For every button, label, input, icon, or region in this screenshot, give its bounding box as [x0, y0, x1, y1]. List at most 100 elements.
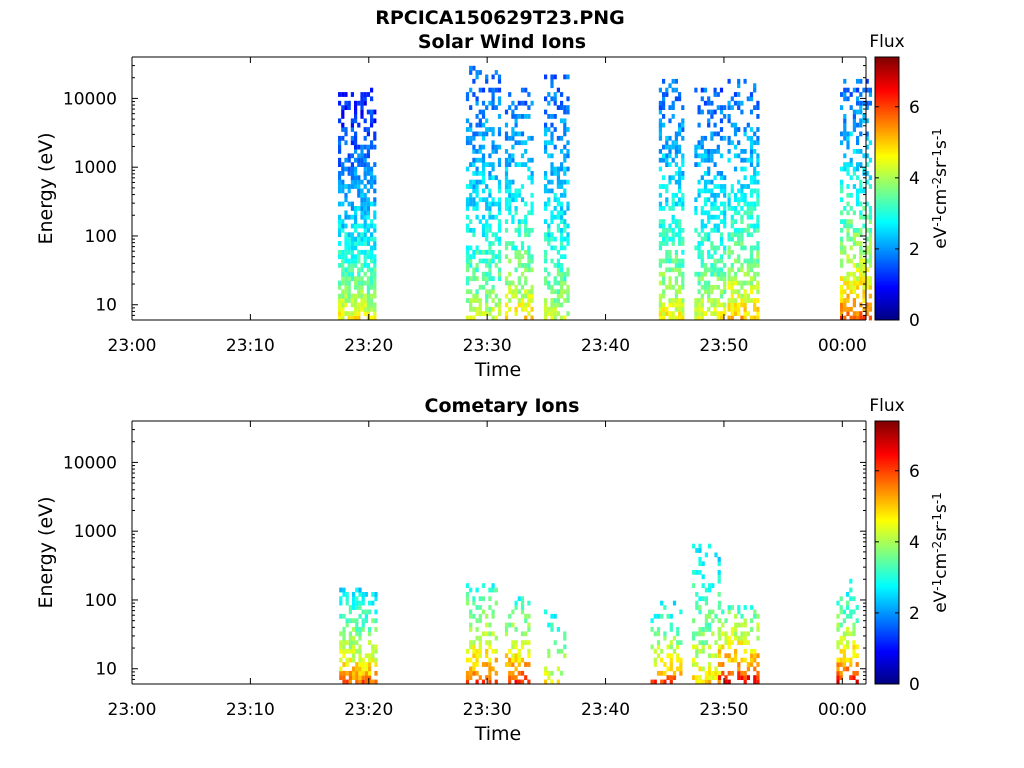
data-cell [700, 249, 704, 255]
data-cell [497, 206, 502, 211]
data-cell [556, 280, 560, 286]
x-tick-label: 23:20 [344, 700, 393, 720]
colorbar-segment [875, 467, 899, 470]
data-cell [544, 127, 548, 132]
data-cell [852, 653, 856, 659]
colorbar-segment [875, 609, 899, 613]
data-cell [355, 622, 359, 628]
data-cell [678, 298, 682, 303]
y-tick-label: 10000 [63, 89, 117, 109]
data-cell [563, 109, 567, 115]
data-cell [338, 263, 342, 268]
data-cell [836, 662, 840, 667]
data-cell [740, 236, 744, 242]
data-cell [840, 197, 844, 203]
data-cell [676, 640, 680, 645]
data-cell [491, 144, 495, 150]
data-cell [361, 592, 365, 597]
data-cell [373, 201, 377, 207]
data-cell [364, 679, 368, 685]
data-cell [665, 249, 669, 255]
data-cell [511, 197, 515, 203]
data-cell [662, 311, 666, 316]
data-cell [363, 223, 367, 229]
data-cell [703, 157, 708, 163]
data-cell [714, 670, 718, 676]
data-cell [488, 670, 492, 676]
colorbar-segment [875, 199, 899, 203]
data-cell [719, 241, 724, 246]
data-cell [472, 640, 476, 645]
colorbar-segment [875, 306, 899, 310]
data-cell [354, 306, 358, 312]
data-cell [363, 162, 367, 167]
data-cell [544, 306, 548, 312]
data-cell [357, 258, 361, 264]
data-cell [708, 587, 712, 593]
data-cell [743, 640, 747, 645]
data-cell [550, 284, 554, 290]
data-cell [341, 271, 345, 277]
data-cell [344, 280, 348, 286]
data-cell [658, 263, 662, 268]
data-cell [697, 245, 701, 251]
data-cell [737, 197, 741, 203]
data-cell [504, 149, 509, 154]
data-cell [511, 219, 515, 224]
data-cell [485, 631, 489, 637]
data-cell [749, 92, 754, 97]
colorbar-segment [875, 309, 899, 312]
data-cell [511, 144, 515, 150]
data-cell [527, 679, 531, 685]
data-cell [842, 662, 846, 667]
data-cell [723, 311, 727, 316]
data-cell [749, 232, 754, 238]
data-cell [733, 153, 738, 159]
data-cell [514, 657, 518, 663]
data-cell [342, 635, 346, 641]
data-cell [753, 284, 757, 290]
data-cell [517, 219, 521, 224]
data-cell [839, 622, 843, 628]
data-cell [665, 254, 669, 260]
data-cell [553, 306, 557, 312]
data-cell [662, 241, 666, 246]
data-cell [865, 227, 869, 233]
data-cell [504, 184, 509, 189]
data-cell [485, 78, 489, 84]
data-cell [839, 662, 843, 667]
data-cell [472, 662, 476, 667]
data-cell [727, 284, 731, 290]
colorbar-segment [875, 179, 899, 183]
data-cell [478, 144, 482, 150]
data-cell [342, 679, 346, 685]
data-cell [718, 600, 722, 606]
data-cell [656, 640, 661, 645]
data-cell [849, 280, 853, 286]
data-cell [746, 293, 750, 299]
data-cell [547, 223, 551, 229]
data-cell [678, 197, 682, 203]
data-cell [658, 245, 662, 251]
data-cell [344, 210, 348, 216]
data-cell [472, 600, 476, 606]
data-cell [743, 280, 747, 286]
data-cell [370, 284, 374, 290]
data-cell [363, 96, 367, 102]
data-cell [756, 140, 760, 146]
data-cell [465, 596, 470, 602]
colorbar-segment [875, 72, 899, 76]
data-cell [508, 192, 512, 198]
colorbar-segment [875, 216, 899, 220]
data-cell [730, 214, 734, 220]
data-cell [481, 131, 486, 137]
data-cell [656, 627, 661, 632]
data-cell [719, 293, 724, 299]
data-cell [671, 214, 675, 220]
data-cell [527, 114, 531, 119]
data-cell [658, 298, 662, 303]
data-cell [514, 311, 518, 316]
data-cell [859, 232, 863, 238]
data-cell [478, 171, 482, 176]
data-cell [524, 201, 528, 207]
